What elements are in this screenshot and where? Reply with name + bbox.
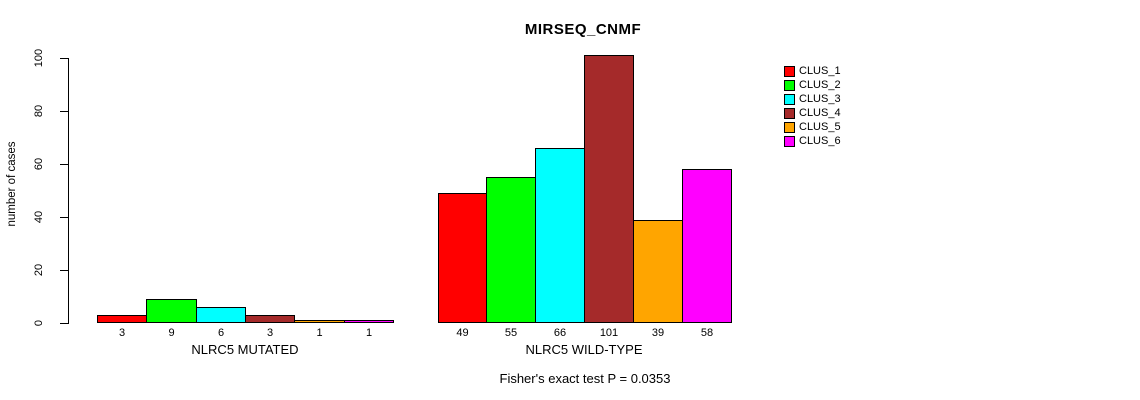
bar-clus_6: [682, 169, 732, 323]
bar-value-label: 1: [365, 327, 373, 339]
bar-clus_6: [344, 320, 394, 323]
group-label-wildtype: NLRC5 WILD-TYPE: [525, 342, 643, 357]
legend-label: CLUS_1: [799, 65, 841, 77]
y-axis-label: number of cases: [6, 141, 18, 227]
bar-clus_5: [294, 320, 345, 323]
y-tick: [60, 58, 69, 59]
bar-value-label: 3: [266, 327, 274, 339]
bar-value-label: 39: [651, 327, 665, 339]
bar-value-label: 49: [456, 327, 469, 339]
legend-swatch-icon: [784, 66, 795, 77]
bar-value-label: 55: [504, 327, 518, 339]
bar-clus_5: [633, 220, 683, 323]
bar-value-label: 66: [553, 327, 567, 339]
legend-item: CLUS_3: [784, 94, 841, 105]
group-label-mutated: NLRC5 MUTATED: [191, 342, 299, 357]
bar-clus_3: [196, 307, 246, 323]
legend-label: CLUS_4: [799, 107, 841, 119]
legend: CLUS_1 CLUS_2 CLUS_3 CLUS_4 CLUS_5 CLUS_6: [784, 66, 841, 147]
y-tick-label: 20: [33, 263, 45, 277]
y-tick: [60, 270, 69, 271]
y-tick-label: 0: [33, 319, 45, 327]
fisher-test-annotation: Fisher's exact test P = 0.0353: [499, 371, 671, 386]
legend-swatch-icon: [784, 108, 795, 119]
y-tick: [60, 323, 69, 324]
legend-item: CLUS_4: [784, 108, 841, 119]
legend-label: CLUS_2: [799, 79, 841, 91]
bar-clus_3: [535, 148, 585, 323]
bar-clus_2: [146, 299, 197, 323]
legend-label: CLUS_5: [799, 121, 841, 133]
legend-swatch-icon: [784, 136, 795, 147]
legend-item: CLUS_6: [784, 136, 841, 147]
legend-swatch-icon: [784, 122, 795, 133]
y-tick-label: 100: [33, 48, 45, 68]
legend-swatch-icon: [784, 94, 795, 105]
y-tick: [60, 164, 69, 165]
chart-title: MIRSEQ_CNMF: [524, 21, 642, 38]
bar-clus_4: [584, 55, 634, 323]
bar-value-label: 3: [118, 327, 126, 339]
bar-value-label: 9: [168, 327, 175, 339]
bar-value-label: 58: [700, 327, 714, 339]
y-tick-label: 80: [33, 104, 45, 118]
bar-clus_2: [486, 177, 536, 323]
bar-value-label: 6: [217, 327, 225, 339]
legend-item: CLUS_5: [784, 122, 841, 133]
legend-swatch-icon: [784, 80, 795, 91]
bar-clus_4: [245, 315, 295, 323]
y-axis-line: [68, 58, 69, 324]
legend-label: CLUS_3: [799, 93, 841, 105]
bar-clus_1: [97, 315, 147, 323]
legend-item: CLUS_2: [784, 80, 841, 91]
y-tick-label: 60: [33, 157, 45, 171]
y-tick: [60, 111, 69, 112]
y-tick: [60, 217, 69, 218]
bar-value-label: 1: [316, 327, 323, 339]
legend-item: CLUS_1: [784, 66, 841, 77]
legend-label: CLUS_6: [799, 135, 841, 147]
bar-clus_1: [438, 193, 487, 323]
y-tick-label: 40: [33, 210, 45, 224]
bar-value-label: 101: [599, 327, 619, 339]
